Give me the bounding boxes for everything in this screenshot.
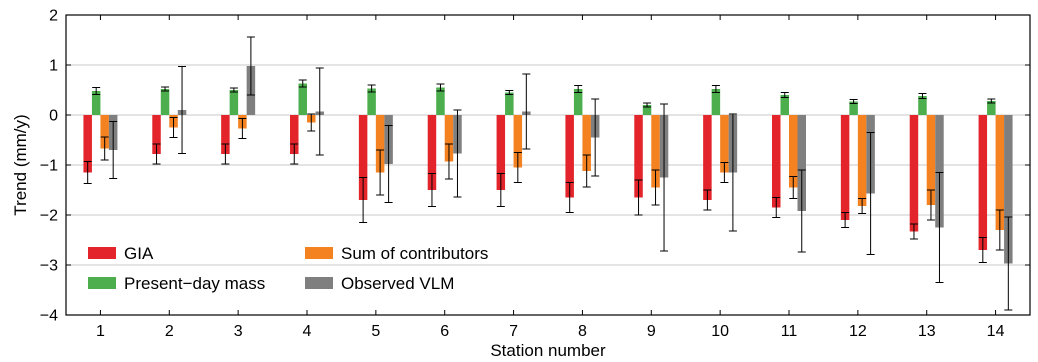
bar-gia xyxy=(358,115,368,200)
bar-present-day-mass xyxy=(918,96,927,115)
x-tick-label: 2 xyxy=(165,323,174,340)
bar-gia xyxy=(565,115,574,198)
bar-sum-of-contributors xyxy=(513,115,523,168)
bar-gia xyxy=(290,115,299,154)
x-tick-label: 7 xyxy=(509,323,518,340)
x-axis: 1 2 3 4 5 6 7 8 9 10 11 12 13 14 xyxy=(96,15,1005,340)
x-tick-label: 10 xyxy=(711,323,729,340)
legend-swatch-sum-of-contributors xyxy=(305,247,333,259)
y-axis-title: Trend (mm/y) xyxy=(11,114,30,215)
legend: GIA Sum of contributors Present−day mass Ob… xyxy=(88,244,488,293)
bar-present-day-mass xyxy=(229,90,239,115)
x-tick-label: 6 xyxy=(440,323,449,340)
bar-gia xyxy=(703,115,712,200)
bar-sum-of-contributors xyxy=(651,115,660,188)
x-tick-label: 8 xyxy=(578,323,587,340)
bar-gia xyxy=(427,115,437,190)
y-tick-label: 2 xyxy=(49,8,58,25)
x-axis-title: Station number xyxy=(490,341,606,360)
legend-label-gia: GIA xyxy=(124,244,154,263)
bar-sum-of-contributors xyxy=(375,115,385,173)
bar-sum-of-contributors xyxy=(995,115,1005,230)
bar-present-day-mass xyxy=(436,87,445,115)
legend-swatch-present-day-mass xyxy=(88,277,116,289)
bar-gia xyxy=(83,115,92,173)
bar-sum-of-contributors xyxy=(100,115,109,149)
x-tick-label: 9 xyxy=(647,323,656,340)
x-tick-label: 3 xyxy=(234,323,243,340)
legend-label-observed-vlm: Observed VLM xyxy=(341,274,454,293)
bar-present-day-mass xyxy=(160,89,170,115)
bar-sum-of-contributors xyxy=(857,115,867,206)
legend-label-sum-of-contributors: Sum of contributors xyxy=(341,244,488,263)
errorbars-group xyxy=(83,36,1013,311)
y-tick-label: 1 xyxy=(49,58,58,75)
legend-label-present-day-mass: Present−day mass xyxy=(124,274,265,293)
bar-gia xyxy=(840,115,850,220)
gridlines xyxy=(66,64,1030,266)
bar-sum-of-contributors xyxy=(789,115,798,188)
bar-present-day-mass xyxy=(642,105,652,115)
bar-present-day-mass xyxy=(573,89,583,115)
x-tick-label: 5 xyxy=(371,323,380,340)
x-tick-label: 4 xyxy=(303,323,312,340)
bar-sum-of-contributors xyxy=(926,115,936,205)
y-tick-label: −1 xyxy=(40,158,58,175)
bar-sum-of-contributors xyxy=(720,115,729,173)
bar-present-day-mass xyxy=(780,95,789,115)
bar-present-day-mass xyxy=(367,88,376,115)
x-tick-label: 1 xyxy=(96,323,105,340)
legend-swatch-gia xyxy=(88,247,116,259)
bar-gia xyxy=(496,115,506,190)
bar-present-day-mass xyxy=(849,101,858,115)
y-tick-label: −2 xyxy=(40,208,58,225)
bar-gia xyxy=(152,115,161,154)
bar-sum-of-contributors xyxy=(444,115,454,162)
bar-gia xyxy=(221,115,230,154)
bar-gia xyxy=(634,115,643,198)
bar-observed-vlm xyxy=(1004,115,1013,264)
y-axis: 2 1 0 −1 −2 −3 −4 xyxy=(40,8,1030,325)
bar-observed-vlm xyxy=(935,115,944,228)
legend-swatch-observed-vlm xyxy=(305,277,333,289)
x-tick-label: 12 xyxy=(849,323,867,340)
bar-present-day-mass xyxy=(91,91,101,115)
bar-present-day-mass xyxy=(711,89,721,115)
bar-sum-of-contributors xyxy=(582,115,591,171)
y-tick-label: 0 xyxy=(49,108,58,125)
bar-observed-vlm xyxy=(797,115,806,211)
x-tick-label: 11 xyxy=(781,323,798,340)
x-tick-label: 13 xyxy=(918,323,936,340)
y-tick-label: −3 xyxy=(40,258,58,275)
bar-gia xyxy=(978,115,988,250)
bar-gia xyxy=(772,115,781,208)
bar-gia xyxy=(909,115,919,232)
y-tick-label: −4 xyxy=(40,308,58,325)
bar-present-day-mass xyxy=(505,92,514,115)
bar-present-day-mass xyxy=(298,83,307,115)
x-tick-label: 14 xyxy=(987,323,1005,340)
bar-present-day-mass xyxy=(987,101,996,115)
